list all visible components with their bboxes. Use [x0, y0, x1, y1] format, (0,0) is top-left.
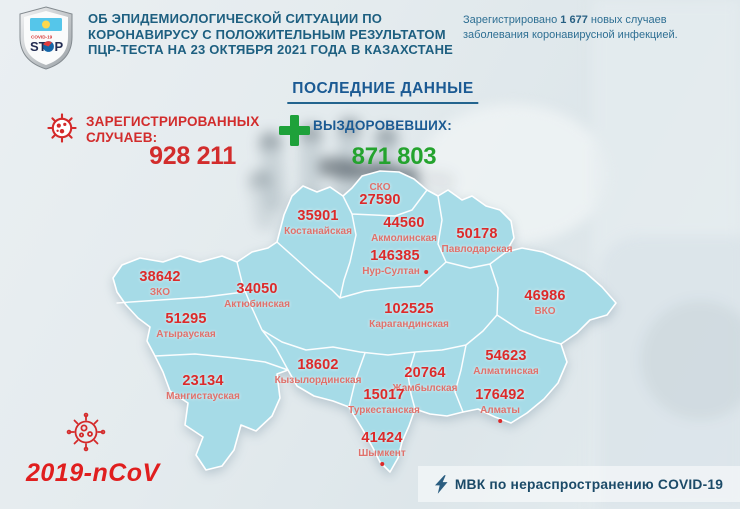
shield-stop-text-right: P [55, 39, 64, 54]
shield-covid-text: COVID-19 [31, 35, 53, 40]
plus-icon [279, 115, 310, 146]
region-name: Мангистауская [166, 390, 240, 402]
region-cases: 15017 [363, 387, 405, 403]
coronavirus-icon [66, 412, 106, 452]
region-name: Акмолинская [371, 232, 437, 244]
region-label: 41424 Шымкент [358, 431, 406, 466]
region-name: Актюбинская [224, 298, 290, 310]
region-cases: 54623 [485, 348, 527, 364]
region-label: 34050 Актюбинская [224, 282, 290, 310]
region-cases: 44560 [383, 215, 425, 231]
region-name: Алматинская [473, 365, 539, 377]
region-cases: 50178 [456, 226, 498, 242]
virus-icon [47, 113, 77, 143]
region-label: 18602 Кызылординская [275, 358, 362, 386]
region-cases: 34050 [236, 281, 278, 297]
region-name: ВКО [534, 305, 556, 317]
shield-stop-text-left: ST [30, 39, 47, 54]
region-name: Атырауская [156, 328, 216, 340]
region-name: Нур-Султан [362, 266, 428, 277]
committee-label: МВК по нераспространению COVID-19 [454, 476, 724, 492]
region-label: 50178 Павлодарская [442, 227, 513, 255]
title-line: ОБ ЭПИДЕМИОЛОГИЧЕСКОЙ СИТУАЦИИ ПО [88, 11, 383, 26]
region-label: СКО 27590 [359, 180, 400, 208]
country-shape [112, 170, 617, 473]
region-label: 102525 Карагандинская [369, 302, 449, 330]
region-cases: 102525 [384, 301, 434, 317]
region-cases: 46986 [524, 288, 566, 304]
page-title: ОБ ЭПИДЕМИОЛОГИЧЕСКОЙ СИТУАЦИИ ПО КОРОНА… [88, 11, 468, 58]
region-label: 20764 Жамбылская [393, 366, 458, 394]
region-name: Шымкент [358, 447, 406, 459]
region-cases: 35901 [297, 208, 339, 224]
recovered-value: 871 803 [351, 143, 437, 170]
region-cases: 146385 [370, 248, 420, 264]
note-text: заболевания коронавирусной инфекцией. [463, 29, 678, 41]
new-cases-count: 1 677 [560, 14, 588, 26]
registered-label-line: ЗАРЕГИСТРИРОВАННЫХ [86, 114, 260, 129]
region-cases: 18602 [297, 357, 339, 373]
region-cases: 41424 [361, 430, 403, 446]
region-name: Жамбылская [392, 382, 458, 394]
new-cases-note: Зарегистрировано 1 677 новых случаев заб… [463, 13, 678, 43]
note-text: новых случаев [590, 14, 667, 26]
region-borders [116, 189, 562, 413]
region-label: 15017 Туркестанская [348, 388, 420, 416]
region-name: ЗКО [149, 286, 171, 298]
committee-banner: МВК по нераспространению COVID-19 [418, 466, 740, 502]
city-dot [423, 269, 428, 274]
region-cases: 38642 [139, 269, 181, 285]
region-label: 176492 Алматы [475, 388, 525, 423]
city-dot [498, 418, 502, 423]
region-label: 23134 Мангистауская [166, 374, 240, 402]
region-cases: 51295 [165, 311, 207, 327]
latest-data-title: ПОСЛЕДНИЕ ДАННЫЕ [287, 80, 479, 104]
registered-label: ЗАРЕГИСТРИРОВАННЫХ СЛУЧАЕВ: [86, 114, 259, 146]
region-name: Кызылординская [274, 374, 362, 386]
title-line: КОРОНАВИРУСУ С ПОЛОЖИТЕЛЬНЫМ РЕЗУЛЬТАТОМ [88, 26, 446, 42]
virus-variant-label: 2019-nCoV [26, 459, 160, 487]
stop-covid-shield-logo: COVID-19 ST P [19, 6, 73, 70]
region-cases: 23134 [182, 373, 224, 389]
photo-shadow [640, 300, 740, 420]
city-dot [380, 461, 384, 466]
region-name: Павлодарская [441, 243, 513, 255]
region-label: 46986 ВКО [524, 289, 565, 317]
region-label: 54623 Алматинская [473, 349, 538, 377]
registered-value: 928 211 [149, 142, 236, 170]
region-label: 35901 Костанайская [284, 209, 352, 237]
region-name: Карагандинская [369, 318, 449, 330]
region-cases: 176492 [475, 387, 525, 403]
note-text: Зарегистрировано [463, 14, 558, 26]
recovered-label: ВЫЗДОРОВЕВШИХ: [313, 118, 452, 133]
region-label: 44560 Акмолинская [371, 216, 437, 244]
title-line: ПЦР-ТЕСТА НА 23 ОКТЯБРЯ 2021 ГОДА В КАЗА… [88, 42, 454, 57]
lightning-icon [434, 474, 448, 494]
region-label: 38642 ЗКО [139, 270, 180, 298]
region-name: Алматы [480, 404, 520, 416]
region-cases: 27590 [359, 192, 401, 208]
region-name: СКО [369, 182, 391, 193]
region-label: 51295 Атырауская [156, 312, 215, 340]
region-name: Туркестанская [348, 404, 420, 416]
region-name: Костанайская [284, 225, 352, 237]
registered-label-line: СЛУЧАЕВ: [86, 130, 158, 145]
region-cases: 20764 [404, 365, 446, 381]
region-label: 146385 Нур-Султан [362, 249, 428, 277]
